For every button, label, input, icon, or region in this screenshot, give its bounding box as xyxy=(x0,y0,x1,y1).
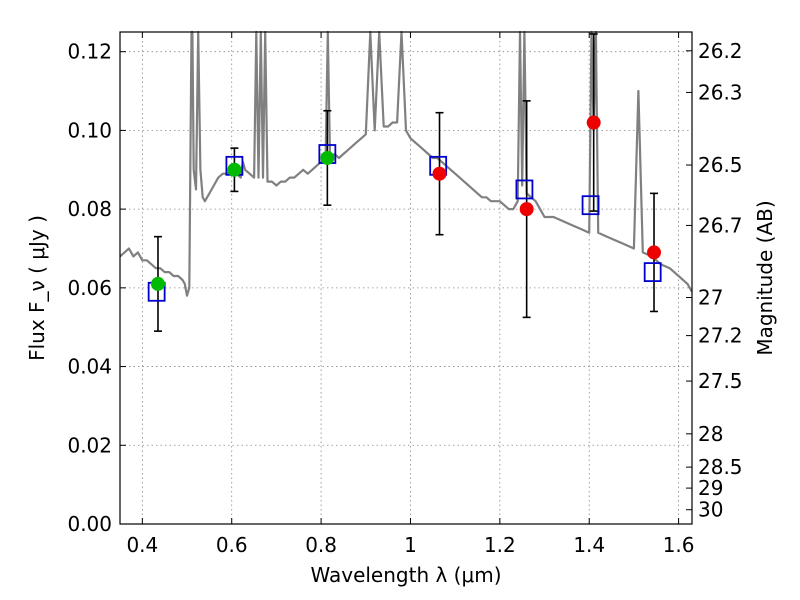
grid xyxy=(120,32,692,525)
x-tick-label: 1.2 xyxy=(484,533,516,557)
axis-ticks xyxy=(120,32,692,525)
error-bars xyxy=(153,33,659,332)
x-tick-label: 1 xyxy=(404,533,417,557)
green-data-point xyxy=(320,150,335,165)
red-data-point xyxy=(519,202,534,217)
plot-frame xyxy=(119,31,693,525)
spectrum-series xyxy=(119,30,693,297)
y2-axis-label: Magnitude (AB) xyxy=(753,200,777,355)
green-data-point xyxy=(227,162,242,177)
x-tick-label: 1.6 xyxy=(663,533,695,557)
x-axis-label: Wavelength λ (μm) xyxy=(310,563,501,587)
y2-tick-label: 28.5 xyxy=(698,455,743,479)
y2-tick-label: 28 xyxy=(698,422,723,446)
model-square xyxy=(515,179,534,200)
red-data-point xyxy=(647,245,662,260)
y-tick-label: 0.08 xyxy=(67,197,112,221)
y2-tick-label: 26.7 xyxy=(698,213,743,237)
x-tick-label: 1.4 xyxy=(573,533,605,557)
y2-tick-label: 27.5 xyxy=(698,369,743,393)
red-data-point xyxy=(586,115,601,130)
y-tick-label: 0.04 xyxy=(67,355,112,379)
y-tick-labels: 0.00 0.02 0.04 0.06 0.08 0.10 0.12 xyxy=(67,40,112,536)
model-square xyxy=(581,195,600,216)
y2-tick-label: 27.2 xyxy=(698,324,743,348)
y2-tick-label: 27 xyxy=(698,286,723,310)
photometry-points xyxy=(150,115,662,291)
y2-tick-label: 26.3 xyxy=(698,80,743,104)
y2-tick-label: 30 xyxy=(698,498,723,522)
red-data-point xyxy=(432,166,447,181)
x-tick-label: 0.8 xyxy=(305,533,337,557)
y-tick-label: 0.02 xyxy=(67,433,112,457)
y-tick-label: 0.12 xyxy=(67,40,112,64)
green-data-point xyxy=(150,276,165,291)
model-squares xyxy=(147,144,662,302)
model-square xyxy=(643,262,662,282)
y2-tick-label: 26.5 xyxy=(698,153,743,177)
y-axis-label: Flux F_ν ( μJy ) xyxy=(25,215,49,361)
y2-tick-label: 26.2 xyxy=(698,39,743,63)
y-tick-label: 0.06 xyxy=(67,276,112,300)
spectrum-line xyxy=(119,30,693,297)
y2-tick-label: 29 xyxy=(698,476,723,500)
y-tick-label: 0.00 xyxy=(67,512,112,536)
y-tick-label: 0.10 xyxy=(67,118,112,142)
x-tick-labels: 0.4 0.6 0.8 1 1.2 1.4 1.6 xyxy=(126,533,694,557)
x-tick-label: 0.6 xyxy=(216,533,248,557)
x-tick-label: 0.4 xyxy=(126,533,158,557)
